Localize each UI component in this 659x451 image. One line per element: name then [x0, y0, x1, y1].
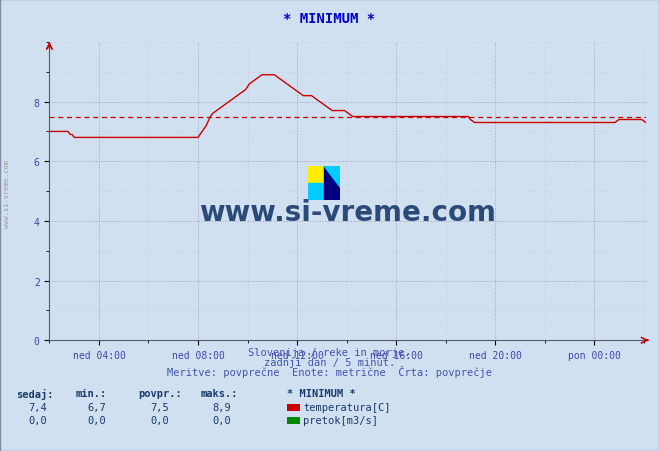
Text: www.si-vreme.com: www.si-vreme.com [199, 198, 496, 226]
Text: 7,4: 7,4 [28, 402, 47, 412]
Polygon shape [324, 167, 340, 187]
Text: 7,5: 7,5 [150, 402, 169, 412]
Text: 0,0: 0,0 [88, 415, 106, 425]
Text: 0,0: 0,0 [150, 415, 169, 425]
Text: Meritve: povprečne  Enote: metrične  Črta: povprečje: Meritve: povprečne Enote: metrične Črta:… [167, 365, 492, 377]
Text: * MINIMUM *: * MINIMUM * [283, 13, 376, 26]
Text: min.:: min.: [76, 388, 107, 398]
Text: www.si-vreme.com: www.si-vreme.com [3, 160, 10, 228]
Text: povpr.:: povpr.: [138, 388, 182, 398]
Text: zadnji dan / 5 minut.: zadnji dan / 5 minut. [264, 357, 395, 367]
Text: * MINIMUM *: * MINIMUM * [287, 388, 355, 398]
Text: 0,0: 0,0 [28, 415, 47, 425]
Bar [308, 184, 324, 201]
Text: 6,7: 6,7 [88, 402, 106, 412]
Text: sedaj:: sedaj: [16, 388, 54, 399]
Text: 8,9: 8,9 [213, 402, 231, 412]
Bar [324, 167, 340, 201]
Text: temperatura[C]: temperatura[C] [303, 402, 391, 412]
Text: Slovenija / reke in morje.: Slovenija / reke in morje. [248, 348, 411, 358]
Bar [308, 167, 324, 184]
Text: pretok[m3/s]: pretok[m3/s] [303, 415, 378, 425]
Text: 0,0: 0,0 [213, 415, 231, 425]
Text: maks.:: maks.: [201, 388, 239, 398]
